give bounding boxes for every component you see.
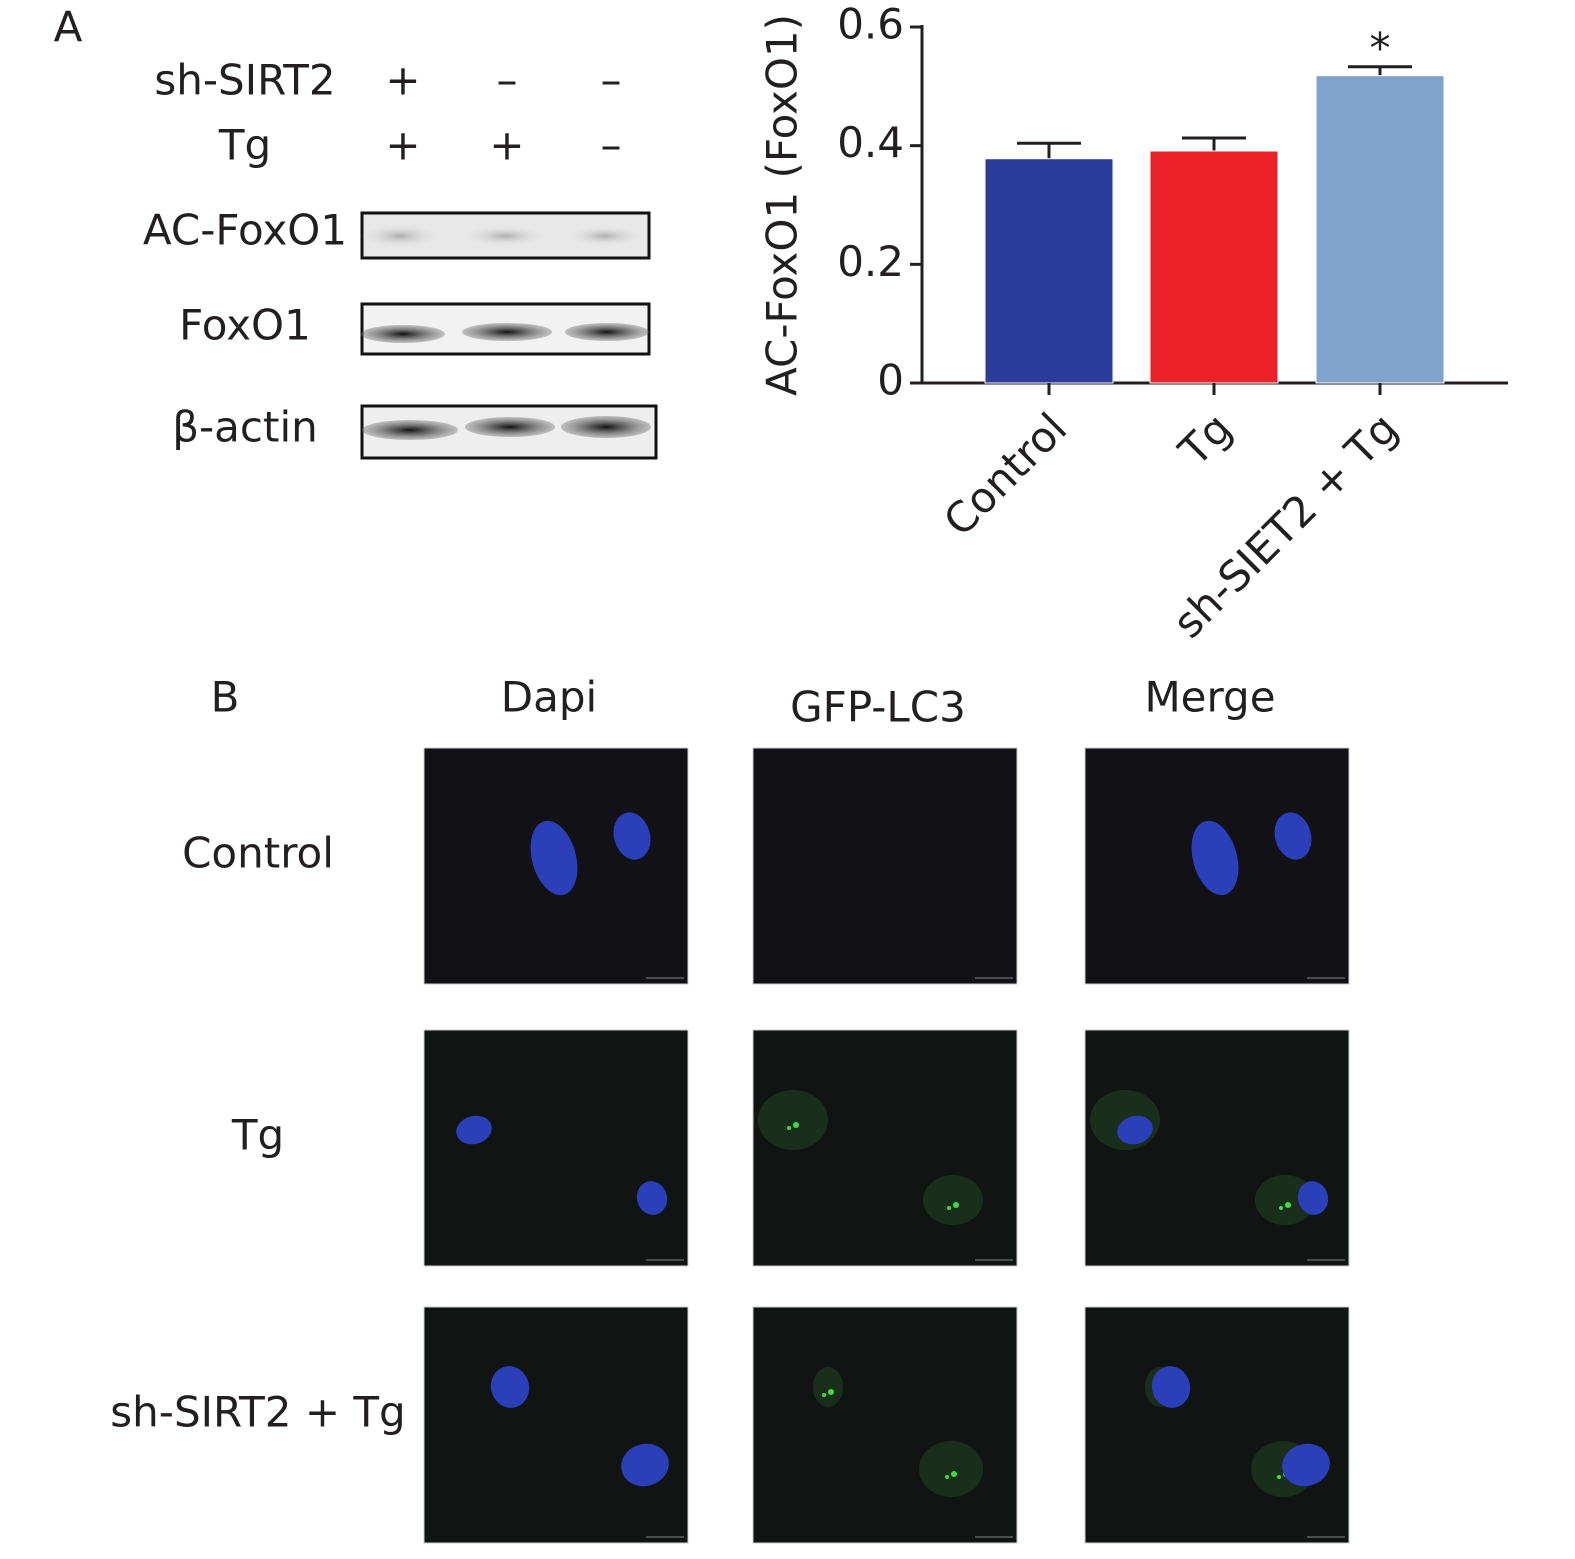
micrograph bbox=[1084, 747, 1350, 985]
nucleus bbox=[1282, 1443, 1330, 1487]
y-tick-label: 0.4 bbox=[837, 118, 904, 167]
micrograph bbox=[752, 747, 1018, 985]
condition-sign: + bbox=[385, 56, 420, 105]
panel-label: A bbox=[54, 3, 83, 52]
row-label: Control bbox=[182, 829, 334, 878]
x-tick-label: Control bbox=[934, 404, 1076, 546]
nucleus bbox=[1151, 1366, 1191, 1408]
nucleus bbox=[621, 1443, 669, 1487]
nucleus bbox=[613, 812, 651, 860]
micrograph bbox=[423, 1306, 689, 1544]
column-label: Dapi bbox=[501, 673, 597, 722]
puncta bbox=[1279, 1206, 1283, 1210]
bar bbox=[1315, 75, 1445, 384]
puncta bbox=[828, 1389, 834, 1395]
cytoplasm bbox=[1255, 1175, 1315, 1225]
blot-label: β-actin bbox=[172, 403, 318, 452]
row-label: Tg bbox=[231, 1111, 284, 1160]
nucleus bbox=[456, 1115, 492, 1145]
blot bbox=[360, 302, 651, 356]
micrograph bbox=[423, 747, 689, 985]
puncta bbox=[953, 1202, 959, 1208]
y-tick-label: 0.2 bbox=[837, 237, 904, 286]
condition-sign: – bbox=[601, 121, 622, 170]
image-frame bbox=[752, 747, 1018, 985]
y-axis-title: AC-FoxO1 (FoxO1) bbox=[758, 14, 807, 396]
blot bbox=[360, 211, 651, 260]
puncta bbox=[1285, 1202, 1291, 1208]
condition-label: Tg bbox=[218, 121, 271, 170]
nucleus bbox=[1274, 812, 1312, 860]
condition-sign: + bbox=[385, 121, 420, 170]
blot-label: AC-FoxO1 bbox=[143, 206, 347, 255]
image-frame bbox=[423, 1306, 689, 1544]
micrograph bbox=[752, 1029, 1018, 1267]
micrograph bbox=[752, 1306, 1018, 1544]
image-frame bbox=[1084, 1306, 1350, 1544]
annotation: * bbox=[1370, 23, 1391, 72]
puncta bbox=[822, 1393, 826, 1397]
puncta bbox=[793, 1122, 799, 1128]
image-frame bbox=[752, 1306, 1018, 1544]
y-tick-label: 0 bbox=[877, 356, 904, 405]
bar bbox=[1149, 150, 1279, 384]
blot bbox=[360, 404, 658, 460]
blot-label: FoxO1 bbox=[179, 301, 311, 350]
bar bbox=[984, 158, 1114, 384]
puncta bbox=[1277, 1475, 1281, 1479]
micrograph bbox=[1084, 1306, 1350, 1544]
cytoplasm bbox=[923, 1175, 983, 1225]
condition-label: sh-SIRT2 bbox=[154, 56, 335, 105]
column-label: GFP-LC3 bbox=[790, 683, 966, 732]
nucleus bbox=[490, 1366, 530, 1408]
condition-sign: + bbox=[489, 121, 524, 170]
puncta bbox=[787, 1126, 791, 1130]
y-tick-label: 0.6 bbox=[837, 0, 904, 49]
puncta bbox=[951, 1471, 957, 1477]
condition-sign: – bbox=[601, 56, 622, 105]
x-tick-label: Tg bbox=[1169, 404, 1241, 476]
condition-sign: – bbox=[497, 56, 518, 105]
column-label: Merge bbox=[1144, 673, 1275, 722]
micrograph bbox=[423, 1029, 689, 1267]
puncta bbox=[947, 1206, 951, 1210]
nucleus bbox=[1191, 820, 1239, 896]
nucleus bbox=[1297, 1181, 1329, 1215]
nucleus bbox=[530, 820, 578, 896]
row-label: sh-SIRT2 + Tg bbox=[110, 1388, 405, 1437]
puncta bbox=[945, 1475, 949, 1479]
panel-label: B bbox=[211, 673, 240, 722]
image-frame bbox=[423, 1029, 689, 1267]
micrograph bbox=[1084, 1029, 1350, 1267]
nucleus bbox=[636, 1181, 668, 1215]
cytoplasm bbox=[919, 1441, 983, 1497]
cytoplasm bbox=[813, 1367, 843, 1407]
nucleus bbox=[1117, 1115, 1153, 1145]
cytoplasm bbox=[758, 1090, 828, 1150]
